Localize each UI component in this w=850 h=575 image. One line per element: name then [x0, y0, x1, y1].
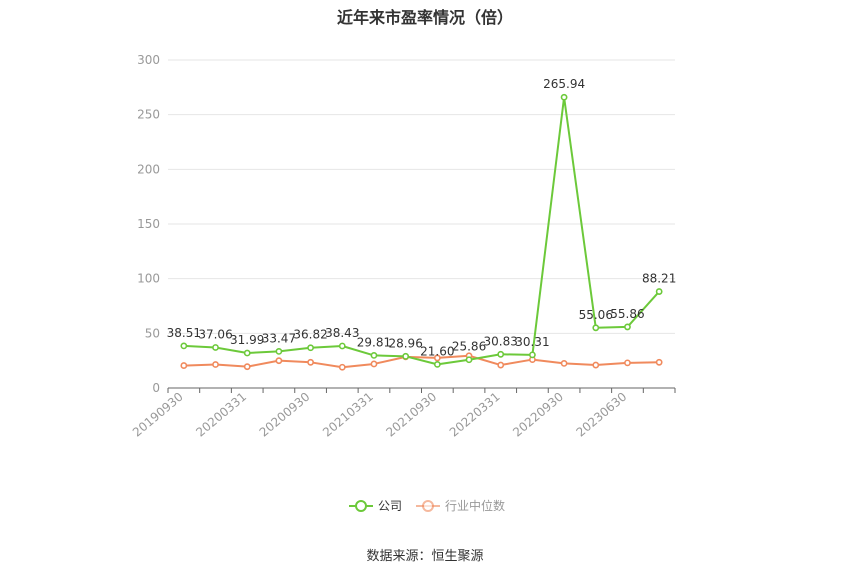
data-point	[624, 323, 631, 331]
data-point	[592, 324, 600, 332]
x-tick-label: 20220930	[510, 390, 566, 440]
data-point	[212, 361, 219, 368]
data-point	[338, 342, 346, 350]
data-point	[275, 348, 283, 355]
x-tick-label: 20190930	[130, 390, 186, 440]
data-label: 29.81	[357, 335, 391, 349]
series-line	[183, 96, 660, 366]
data-label: 21.60	[420, 344, 454, 358]
data-point	[243, 349, 251, 357]
data-point	[560, 93, 568, 101]
y-tick-label: 250	[137, 108, 160, 122]
data-label: 30.31	[515, 335, 549, 349]
data-point	[433, 354, 441, 362]
data-label: 55.06	[579, 308, 613, 322]
data-point	[465, 356, 473, 364]
data-point	[402, 352, 410, 360]
y-tick-label: 0	[152, 381, 160, 395]
data-label: 28.96	[388, 336, 422, 350]
data-point	[529, 351, 536, 359]
data-label: 30.83	[484, 334, 518, 348]
legend: 公司 行业中位数	[349, 498, 505, 513]
data-point	[370, 352, 378, 359]
data-label: 25.86	[452, 340, 486, 354]
data-point	[655, 288, 663, 295]
x-tick-label: 20230630	[574, 390, 630, 440]
data-label: 265.94	[543, 77, 585, 91]
data-label: 31.99	[230, 333, 264, 347]
data-point	[433, 360, 441, 368]
y-axis: 0 50 100 150 200 250 300	[137, 53, 160, 395]
series-layer: 38.5137.0631.9933.4736.8238.4329.8128.96…	[167, 77, 676, 371]
data-label: 36.82	[293, 328, 327, 342]
data-label: 88.21	[642, 272, 676, 286]
legend-label: 行业中位数	[445, 498, 505, 513]
legend-label: 公司	[378, 499, 402, 513]
data-label: 37.06	[198, 327, 232, 341]
data-point	[180, 342, 188, 350]
data-label: 55.86	[610, 307, 644, 321]
legend-marker	[422, 500, 434, 512]
data-point	[655, 358, 663, 366]
data-source: 数据来源：恒生聚源	[366, 549, 484, 564]
data-point	[307, 358, 314, 366]
chart-title: 近年来市盈率情况（倍）	[336, 8, 513, 27]
x-tick-label: 20210331	[320, 390, 376, 440]
series-line	[183, 354, 660, 369]
data-point	[370, 360, 378, 368]
y-tick-label: 50	[145, 326, 160, 340]
y-tick-label: 200	[137, 162, 160, 176]
data-point	[180, 362, 188, 369]
legend-marker	[355, 500, 367, 512]
x-axis: 20190930 20200331 20200930 20210331 20210930…	[130, 387, 676, 440]
data-label: 38.51	[167, 326, 201, 340]
data-point	[624, 359, 631, 367]
data-point	[275, 357, 283, 365]
data-point	[560, 359, 568, 367]
y-tick-label: 100	[137, 272, 160, 286]
x-tick-label: 20220331	[447, 390, 503, 440]
x-tick-label: 20200930	[257, 390, 313, 440]
data-point	[307, 344, 314, 352]
data-point	[243, 363, 251, 371]
data-point	[212, 344, 219, 351]
data-point	[592, 361, 600, 369]
y-tick-label: 150	[137, 217, 160, 231]
data-label: 38.43	[325, 326, 359, 340]
data-point	[497, 361, 505, 369]
x-tick-label: 20200331	[193, 390, 249, 440]
data-label: 33.47	[262, 331, 296, 345]
data-point	[338, 363, 346, 371]
grid-lines	[168, 59, 675, 334]
data-point	[497, 350, 505, 358]
x-tick-label: 20210930	[383, 390, 439, 440]
y-tick-label: 300	[137, 53, 160, 67]
